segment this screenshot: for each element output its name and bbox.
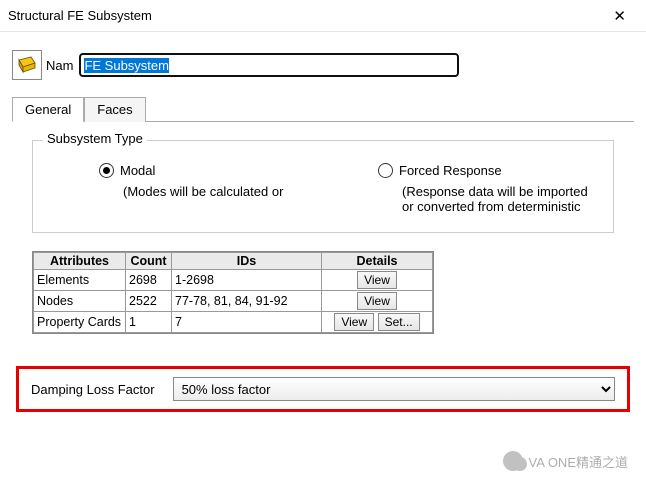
cell-count: 2698 bbox=[126, 270, 172, 291]
table-row: Elements26981-2698 View bbox=[34, 270, 433, 291]
radio-modal-desc: (Modes will be calculated or bbox=[99, 184, 318, 199]
cell-details: View Set... bbox=[322, 312, 433, 333]
view-button[interactable]: View bbox=[357, 271, 397, 289]
table-row: Property Cards17View Set... bbox=[34, 312, 433, 333]
cell-attr: Nodes bbox=[34, 291, 126, 312]
col-ids: IDs bbox=[172, 253, 322, 270]
name-input[interactable] bbox=[79, 53, 459, 77]
titlebar: Structural FE Subsystem ✕ bbox=[0, 0, 646, 32]
tabs: General Faces bbox=[12, 96, 634, 122]
damping-loss-factor-row: Damping Loss Factor 50% loss factor bbox=[16, 366, 630, 412]
radio-forced-label: Forced Response bbox=[399, 163, 502, 178]
view-button[interactable]: View bbox=[334, 313, 374, 331]
damping-label: Damping Loss Factor bbox=[31, 382, 155, 397]
radio-modal[interactable] bbox=[99, 163, 114, 178]
name-label: Nam bbox=[46, 58, 73, 73]
attributes-table: Attributes Count IDs Details Elements269… bbox=[32, 251, 434, 334]
radio-forced[interactable] bbox=[378, 163, 393, 178]
radio-modal-label: Modal bbox=[120, 163, 155, 178]
group-title: Subsystem Type bbox=[43, 131, 147, 146]
general-panel: Subsystem Type Modal (Modes will be calc… bbox=[12, 122, 634, 344]
subsystem-icon bbox=[12, 50, 42, 80]
cell-ids: 77-78, 81, 84, 91-92 bbox=[172, 291, 322, 312]
col-details: Details bbox=[322, 253, 433, 270]
tab-general[interactable]: General bbox=[12, 97, 84, 122]
tab-faces[interactable]: Faces bbox=[84, 97, 145, 122]
watermark: VA ONE精通之道 bbox=[503, 451, 628, 471]
window-title: Structural FE Subsystem bbox=[8, 8, 152, 23]
cell-details: View bbox=[322, 270, 433, 291]
table-row: Nodes252277-78, 81, 84, 91-92 View bbox=[34, 291, 433, 312]
damping-select[interactable]: 50% loss factor bbox=[173, 377, 615, 401]
view-button[interactable]: View bbox=[357, 292, 397, 310]
radio-forced-desc: (Response data will be imported or conve… bbox=[378, 184, 597, 214]
set-button[interactable]: Set... bbox=[378, 313, 420, 331]
cell-details: View bbox=[322, 291, 433, 312]
col-attributes: Attributes bbox=[34, 253, 126, 270]
cell-ids: 1-2698 bbox=[172, 270, 322, 291]
cell-count: 2522 bbox=[126, 291, 172, 312]
wechat-icon bbox=[503, 451, 523, 471]
subsystem-type-group: Subsystem Type Modal (Modes will be calc… bbox=[32, 140, 614, 233]
cell-attr: Property Cards bbox=[34, 312, 126, 333]
watermark-text: VA ONE精通之道 bbox=[529, 452, 628, 471]
table-header-row: Attributes Count IDs Details bbox=[34, 253, 433, 270]
name-row: Nam bbox=[0, 32, 646, 88]
cell-ids: 7 bbox=[172, 312, 322, 333]
col-count: Count bbox=[126, 253, 172, 270]
cell-count: 1 bbox=[126, 312, 172, 333]
cell-attr: Elements bbox=[34, 270, 126, 291]
close-icon[interactable]: ✕ bbox=[603, 7, 636, 25]
